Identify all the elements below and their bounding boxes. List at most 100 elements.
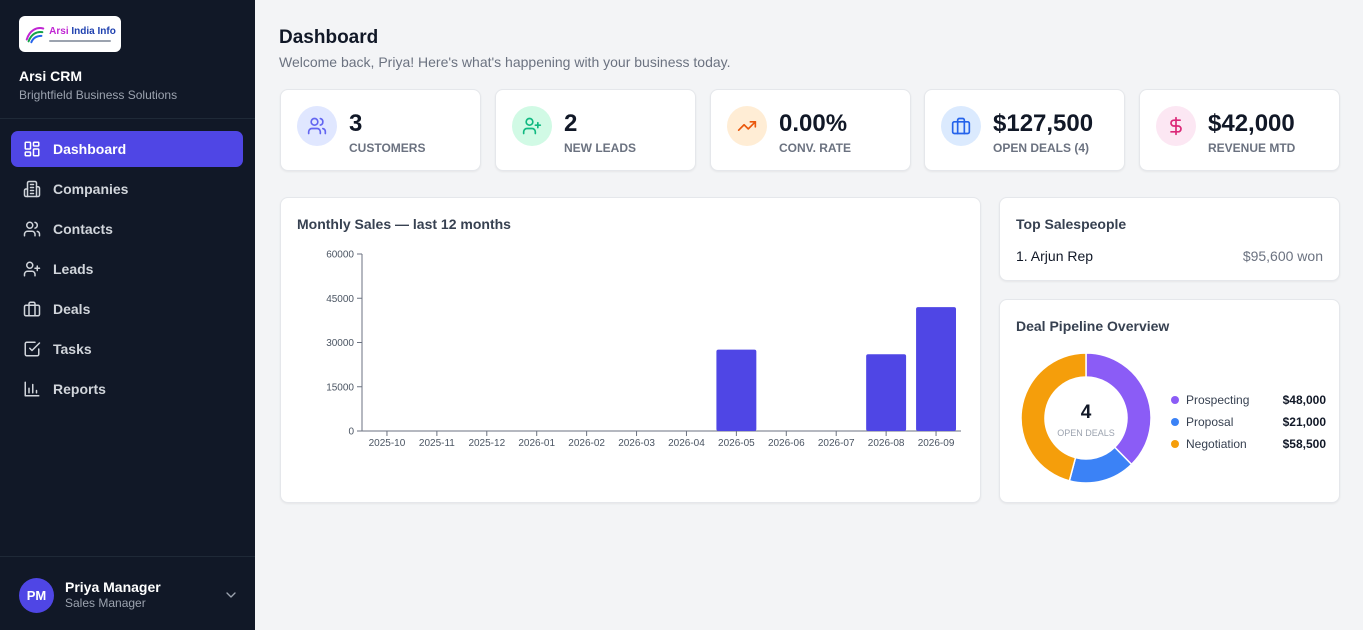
kpi-label: Open Deals (4) [993,141,1090,155]
legend-value: $21,000 [1282,415,1326,429]
y-tick-label: 0 [348,427,354,438]
chart-bar [916,307,957,431]
page-title: Dashboard [279,27,379,48]
x-tick-label: 2026-09 [918,438,955,449]
salesperson-name: 1. Arjun Rep [1016,248,1094,264]
kpi-label: New Leads [564,141,636,155]
kpi-icon-wrap [297,106,337,146]
sidebar-item-label: Contacts [53,221,113,237]
sidebar-nav: Dashboard Companies Contacts Leads Deals… [11,131,243,411]
kpi-card-revenue-mtd[interactable]: $42,000 Revenue MTD [1139,89,1340,171]
donut-center-value: 4 [1081,402,1092,423]
users-icon [23,221,41,237]
user-menu[interactable]: PM Priya Manager Sales Manager [19,577,239,613]
y-tick-label: 60000 [326,250,354,261]
kpi-label: Conv. Rate [779,141,852,155]
pipeline-donut-chart: 4 OPEN DEALS [1020,352,1152,484]
bar-chart-icon [24,381,40,397]
sidebar-item-tasks[interactable]: Tasks [11,331,243,367]
sidebar-item-dashboard[interactable]: Dashboard [11,131,243,167]
kpi-icon-wrap [512,106,552,146]
trending-up-icon [737,121,757,131]
kpi-value: $42,000 [1208,110,1295,137]
sidebar-item-label: Reports [53,381,106,397]
x-tick-label: 2026-01 [518,438,555,449]
kpi-card-conversion-rate[interactable]: 0.00% Conv. Rate [710,89,911,171]
kpi-label: Customers [349,141,426,155]
user-plus-icon [522,117,542,135]
dashboard-icon [24,141,40,157]
x-tick-label: 2026-07 [818,438,855,449]
building-icon [23,180,41,198]
kpi-label: Revenue MTD [1208,141,1296,155]
sidebar-divider [0,118,255,119]
donut-segments [1020,352,1152,484]
x-tick-label: 2026-08 [868,438,905,449]
x-tick-label: 2026-04 [668,438,705,449]
x-tick-label: 2026-02 [568,438,605,449]
sidebar-item-label: Tasks [53,341,92,357]
legend-label: Prospecting [1186,393,1250,407]
user-plus-icon [23,261,41,277]
dollar-icon [1170,116,1182,136]
users-icon [307,117,327,135]
kpi-icon-wrap [941,106,981,146]
logo-mark-icon [25,27,45,44]
y-tick-label: 45000 [326,294,354,305]
user-role: Sales Manager [65,596,146,611]
app-name: Arsi CRM [19,68,83,84]
kpi-card-customers[interactable]: 3 Customers [280,89,481,171]
donut-segment-negotiation[interactable] [1020,352,1087,482]
org-name: Brightfield Business Solutions [19,88,178,102]
legend-label: Negotiation [1186,437,1247,451]
sidebar-item-label: Dashboard [53,141,127,157]
legend-label: Proposal [1186,415,1234,429]
user-name: Priya Manager [65,579,161,596]
kpi-icon-wrap [727,106,767,146]
card-title: Deal Pipeline Overview [1016,318,1170,334]
sidebar-item-label: Deals [53,301,91,317]
chart-bar [716,349,757,431]
legend-item-negotiation[interactable]: Negotiation $58,500 [1171,433,1326,455]
donut-segment-prospecting[interactable] [1085,352,1152,466]
logo-tagline-line [49,39,112,42]
sidebar-item-contacts[interactable]: Contacts [11,211,243,247]
sidebar-item-reports[interactable]: Reports [11,371,243,407]
kpi-value: 2 [564,110,578,137]
briefcase-icon [951,117,971,135]
legend-item-prospecting[interactable]: Prospecting $48,000 [1171,389,1326,411]
kpi-card-open-deals[interactable]: $127,500 Open Deals (4) [924,89,1125,171]
legend-item-proposal[interactable]: Proposal $21,000 [1171,411,1326,433]
sidebar-item-companies[interactable]: Companies [11,171,243,207]
list-item[interactable]: 1. Arjun Rep $95,600 won [1016,248,1323,264]
kpi-card-new-leads[interactable]: 2 New Leads [495,89,696,171]
x-tick-label: 2026-05 [718,438,755,449]
salesperson-amount: $95,600 won [1242,248,1323,264]
sidebar-item-deals[interactable]: Deals [11,291,243,327]
top-salespeople-card: Top Salespeople 1. Arjun Rep $95,600 won [999,197,1340,281]
y-tick-label: 15000 [326,382,354,393]
monthly-sales-card: Monthly Sales — last 12 months 0 15000 300… [280,197,981,503]
page-subtitle: Welcome back, Priya! Here's what's happe… [279,54,731,70]
legend-dot [1171,440,1179,448]
company-logo[interactable]: Arsi India Info [19,16,121,52]
avatar: PM [19,577,54,613]
legend-value: $48,000 [1282,393,1326,407]
card-title: Top Salespeople [1016,216,1127,232]
x-tick-label: 2026-06 [768,438,805,449]
sidebar-item-leads[interactable]: Leads [11,251,243,287]
legend-dot [1171,396,1179,404]
legend-value: $58,500 [1282,437,1326,451]
x-tick-label: 2025-10 [369,438,406,449]
kpi-value: 0.00% [779,110,848,137]
pipeline-legend: Prospecting $48,000 Proposal $21,000 Neg… [1171,389,1326,455]
sidebar-item-label: Leads [53,261,94,277]
chevron-down-icon[interactable] [223,587,239,603]
deal-pipeline-card: Deal Pipeline Overview 4 OPEN DEALS Pros… [999,299,1340,503]
legend-dot [1171,418,1179,426]
donut-center-label: OPEN DEALS [1057,428,1115,438]
check-square-icon [24,341,41,357]
x-tick-label: 2025-12 [468,438,505,449]
x-tick-label: 2026-03 [618,438,655,449]
logo-wordmark: Arsi India Info [49,26,116,37]
